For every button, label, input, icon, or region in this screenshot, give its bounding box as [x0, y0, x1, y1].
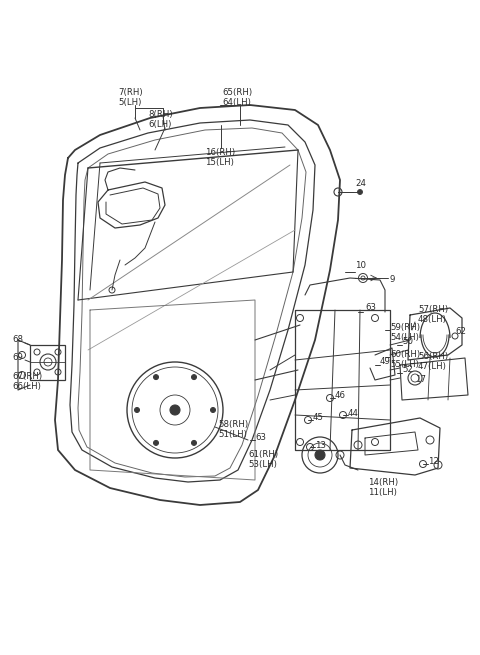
Text: 50: 50	[402, 337, 413, 346]
Text: 63: 63	[365, 303, 376, 312]
Text: 63: 63	[255, 434, 266, 443]
Text: 56(RH): 56(RH)	[418, 352, 448, 361]
Circle shape	[192, 375, 196, 380]
Text: 54(LH): 54(LH)	[390, 333, 419, 342]
Circle shape	[134, 407, 140, 413]
Text: 10: 10	[355, 261, 366, 269]
Text: 53(LH): 53(LH)	[248, 460, 277, 469]
Circle shape	[192, 440, 196, 445]
Text: 48(LH): 48(LH)	[418, 315, 447, 324]
Text: 7(RH): 7(RH)	[118, 88, 143, 97]
Text: 5(LH): 5(LH)	[118, 98, 142, 107]
Text: 55(LH): 55(LH)	[390, 360, 419, 369]
Text: 60(RH): 60(RH)	[390, 350, 420, 359]
Circle shape	[211, 407, 216, 413]
Text: 24: 24	[355, 179, 366, 187]
Text: 14(RH): 14(RH)	[368, 478, 398, 487]
Text: 61(RH): 61(RH)	[248, 450, 278, 459]
Text: 16(RH): 16(RH)	[205, 148, 235, 157]
Circle shape	[154, 440, 158, 445]
Circle shape	[358, 189, 362, 195]
Text: 57(RH): 57(RH)	[418, 305, 448, 314]
Text: 17: 17	[415, 375, 426, 384]
Text: 13: 13	[315, 441, 326, 449]
Text: 69: 69	[12, 354, 23, 362]
Text: 45: 45	[313, 413, 324, 422]
Text: 67(RH): 67(RH)	[12, 372, 42, 381]
Text: 11(LH): 11(LH)	[368, 488, 397, 497]
Text: 68: 68	[12, 335, 23, 345]
Text: 51(LH): 51(LH)	[218, 430, 247, 439]
Text: 47(LH): 47(LH)	[418, 362, 447, 371]
Text: 58(RH): 58(RH)	[218, 420, 248, 429]
Text: 59(RH): 59(RH)	[390, 323, 420, 332]
Text: 49: 49	[380, 358, 391, 367]
Circle shape	[315, 450, 325, 460]
Text: 62: 62	[455, 328, 466, 337]
Text: 65(RH): 65(RH)	[222, 88, 252, 97]
Text: 46: 46	[335, 392, 346, 400]
Text: 6(LH): 6(LH)	[148, 120, 171, 129]
Text: 8(RH): 8(RH)	[148, 110, 173, 119]
Circle shape	[154, 375, 158, 380]
Circle shape	[170, 405, 180, 415]
Text: 52: 52	[402, 365, 413, 375]
Text: 12: 12	[428, 457, 439, 466]
Text: 9: 9	[390, 276, 396, 284]
Text: 44: 44	[348, 409, 359, 417]
Text: 15(LH): 15(LH)	[205, 158, 234, 167]
Text: 66(LH): 66(LH)	[12, 382, 41, 391]
Text: 64(LH): 64(LH)	[222, 98, 251, 107]
